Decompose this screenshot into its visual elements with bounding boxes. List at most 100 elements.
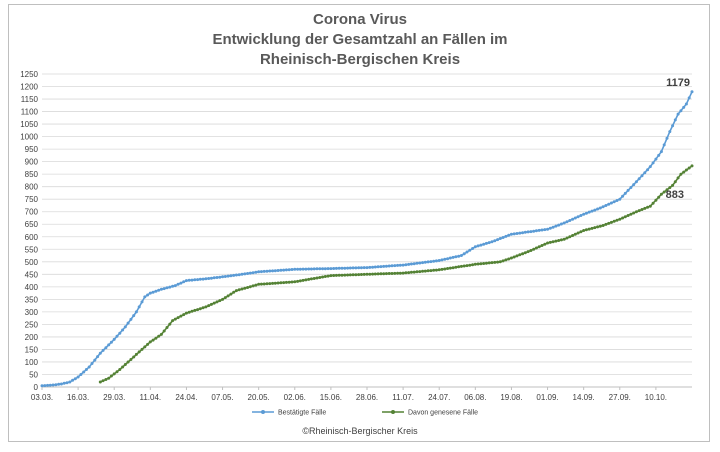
data-point: [568, 235, 572, 239]
data-point: [357, 273, 361, 277]
data-point: [584, 211, 588, 215]
data-point: [501, 259, 505, 263]
data-point: [118, 368, 122, 371]
x-tick-label: 19.08.: [500, 393, 522, 402]
data-point: [484, 241, 488, 245]
data-point: [123, 363, 127, 366]
y-axis: 0 50 100 150 200 250 300 350 400 450 500 550 600 650 7…: [20, 70, 38, 392]
data-point: [512, 232, 516, 236]
data-point: [437, 259, 441, 262]
data-point: [654, 198, 658, 202]
data-point: [562, 221, 566, 225]
end-value-label: 1179: [666, 77, 690, 89]
data-point: [90, 362, 94, 365]
data-point: [93, 358, 97, 362]
data-point: [212, 276, 216, 280]
data-point: [618, 217, 622, 221]
data-point: [409, 270, 413, 274]
data-point: [212, 301, 216, 305]
data-point: [315, 276, 319, 280]
data-point: [423, 269, 427, 273]
y-tick-label: 900: [25, 158, 39, 167]
data-point: [173, 317, 177, 321]
y-tick-label: 600: [25, 233, 39, 242]
data-point: [151, 338, 155, 342]
data-point: [348, 273, 352, 277]
data-point: [612, 219, 616, 223]
data-point: [576, 231, 580, 235]
data-point: [484, 261, 488, 265]
data-point: [590, 226, 594, 230]
data-point: [621, 216, 625, 220]
data-point: [448, 266, 452, 270]
data-point: [646, 168, 650, 172]
data-point: [571, 234, 575, 237]
legend-swatch-marker: [391, 410, 395, 414]
data-point: [668, 186, 672, 190]
data-point: [159, 332, 163, 336]
y-tick-label: 750: [25, 195, 39, 204]
legend-item: Bestätigte Fälle: [252, 410, 326, 417]
data-point: [643, 206, 647, 210]
data-point: [534, 246, 538, 250]
data-point: [515, 232, 519, 235]
data-point: [343, 273, 347, 277]
data-point: [257, 282, 261, 286]
data-point: [259, 270, 263, 274]
data-point: [196, 278, 200, 282]
data-point: [498, 237, 502, 240]
data-point: [612, 200, 616, 204]
data-point: [346, 266, 350, 270]
data-point: [134, 310, 138, 314]
data-point: [243, 286, 247, 290]
x-tick-label: 07.05.: [211, 393, 233, 402]
data-point: [432, 268, 436, 272]
data-point: [171, 319, 175, 323]
data-point: [512, 255, 516, 259]
data-point: [582, 229, 586, 232]
data-point: [679, 172, 683, 176]
data-point: [623, 215, 627, 219]
data-point: [573, 216, 577, 220]
data-point: [621, 194, 625, 198]
x-tick-label: 10.10.: [645, 393, 667, 402]
data-point: [248, 271, 252, 275]
data-point: [140, 347, 144, 351]
data-point: [521, 252, 525, 256]
data-point: [518, 231, 522, 235]
y-tick-label: 700: [25, 208, 39, 217]
data-point: [390, 272, 394, 275]
data-point: [190, 278, 194, 282]
data-point: [165, 326, 169, 329]
data-point: [446, 267, 450, 270]
data-point: [276, 281, 280, 285]
data-point: [54, 383, 58, 387]
data-point: [615, 199, 619, 202]
data-point: [682, 105, 686, 109]
data-point: [571, 217, 575, 221]
data-point: [148, 291, 152, 295]
data-point: [523, 251, 527, 255]
x-tick-label: 11.04.: [140, 393, 162, 402]
data-point: [471, 247, 475, 250]
data-point: [384, 272, 388, 276]
data-point: [365, 266, 369, 270]
data-point: [396, 271, 400, 275]
data-point: [79, 373, 83, 376]
data-point: [229, 292, 233, 296]
y-tick-label: 1000: [20, 133, 38, 142]
data-point: [396, 263, 400, 267]
data-point: [382, 272, 386, 276]
data-point: [215, 276, 219, 279]
data-point: [112, 337, 116, 341]
data-point: [498, 260, 502, 264]
data-point: [168, 285, 172, 289]
data-point: [432, 259, 436, 263]
data-point: [690, 90, 694, 94]
data-point: [604, 222, 608, 226]
data-point: [157, 288, 161, 292]
data-point: [129, 317, 133, 321]
data-point: [59, 382, 63, 386]
data-point: [279, 281, 283, 285]
